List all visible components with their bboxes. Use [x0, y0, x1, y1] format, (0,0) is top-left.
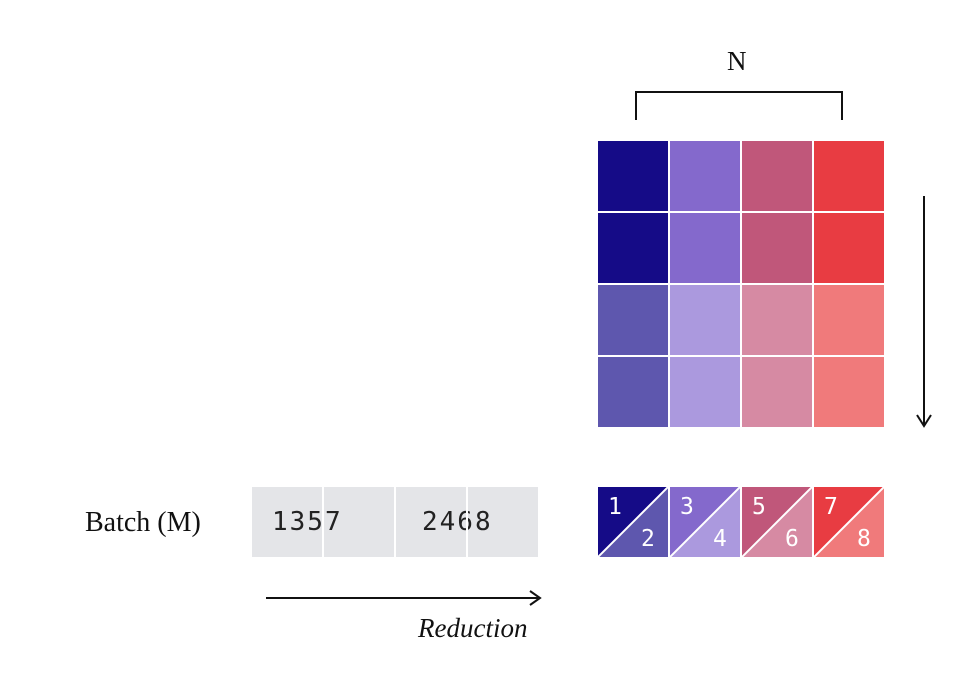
batch-group-1-text: 1357 [272, 507, 343, 537]
output-tile-bottom-label: 4 [713, 526, 727, 552]
matrix-cell [670, 285, 740, 355]
output-tile: 34 [670, 487, 740, 557]
output-tile-diagonal [742, 487, 812, 557]
output-tile: 56 [742, 487, 812, 557]
matrix-cell [598, 357, 668, 427]
weight-matrix [598, 141, 884, 427]
matrix-cell [670, 213, 740, 283]
output-tile-top-label: 7 [824, 494, 838, 520]
matrix-cell [814, 357, 884, 427]
output-tile-bottom-label: 8 [857, 526, 871, 552]
matrix-cell [598, 141, 668, 211]
matrix-cell [742, 213, 812, 283]
batch-divider [322, 487, 324, 557]
n-dimension-label: N [727, 46, 747, 76]
n-bracket [635, 91, 843, 120]
batch-label: Batch (M) [85, 507, 201, 538]
output-tile-bottom-label: 2 [641, 526, 655, 552]
matrix-cell [670, 357, 740, 427]
matrix-cell [598, 285, 668, 355]
output-tile-top-label: 5 [752, 494, 766, 520]
output-tile: 78 [814, 487, 884, 557]
reduction-arrow-head [529, 590, 542, 606]
matrix-cell [742, 141, 812, 211]
output-tile-diagonal [598, 487, 668, 557]
output-tile-diagonal [670, 487, 740, 557]
matrix-cell [814, 141, 884, 211]
batch-divider [466, 487, 468, 557]
output-tile-bottom-label: 6 [785, 526, 799, 552]
output-tile-top-label: 3 [680, 494, 694, 520]
output-tile: 12 [598, 487, 668, 557]
matrix-cell [670, 141, 740, 211]
reduction-label: Reduction [418, 613, 528, 643]
matrix-cell [598, 213, 668, 283]
matrix-cell [742, 285, 812, 355]
matrix-cell [814, 285, 884, 355]
matrix-cell [814, 213, 884, 283]
batch-group-2-text: 2468 [422, 507, 493, 537]
output-tile-top-label: 1 [608, 494, 622, 520]
matrix-cell [742, 357, 812, 427]
down-arrow-head [916, 414, 932, 428]
output-tile-diagonal [814, 487, 884, 557]
